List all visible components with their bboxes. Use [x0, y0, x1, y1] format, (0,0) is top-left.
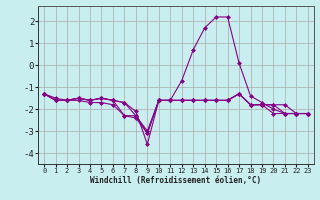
X-axis label: Windchill (Refroidissement éolien,°C): Windchill (Refroidissement éolien,°C) — [91, 176, 261, 185]
